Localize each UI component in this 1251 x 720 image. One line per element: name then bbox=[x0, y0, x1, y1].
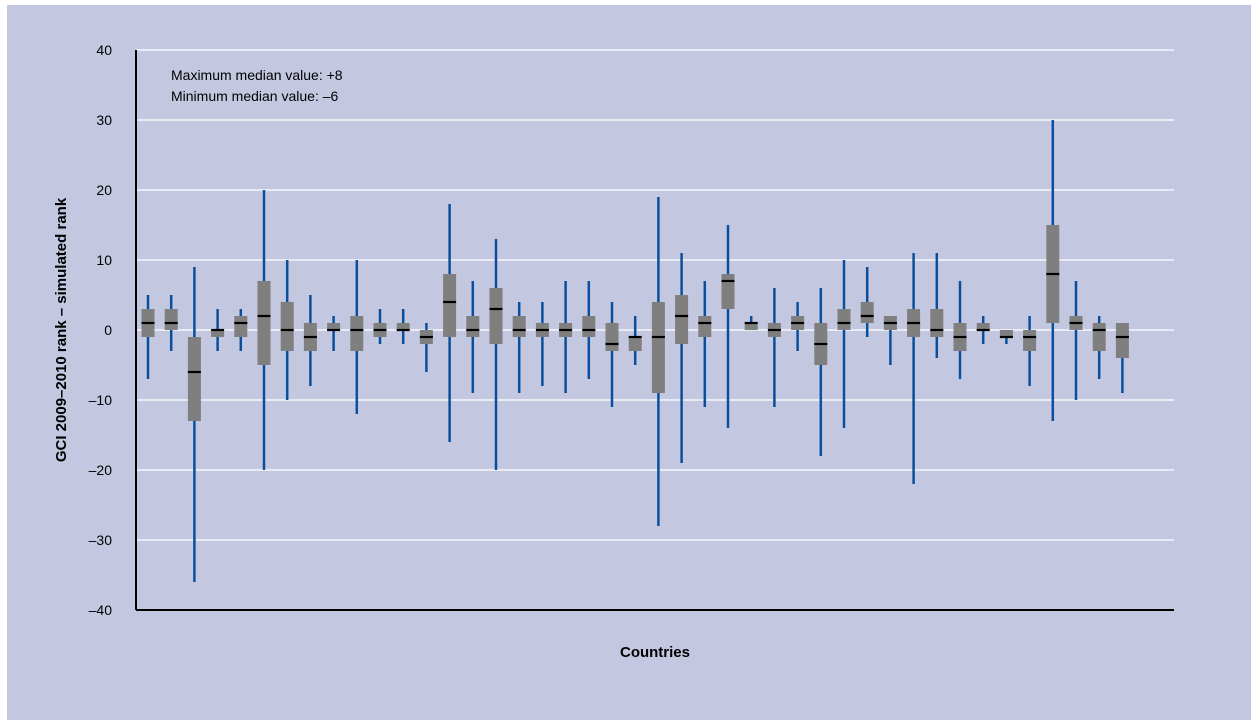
box-item bbox=[976, 316, 990, 344]
box-item bbox=[350, 260, 364, 414]
y-tick-label: –30 bbox=[89, 532, 113, 548]
box bbox=[211, 330, 225, 337]
box bbox=[675, 295, 689, 344]
y-tick-label: 0 bbox=[104, 322, 112, 338]
box-item bbox=[559, 281, 573, 393]
box bbox=[698, 316, 712, 337]
box-item bbox=[698, 281, 712, 407]
box-item bbox=[396, 309, 410, 344]
chart-panel: 40 30 20 10 0 –10 –20 –30 –40 GCI 2009–2010 rank… bbox=[7, 5, 1251, 720]
box-series bbox=[141, 120, 1129, 582]
box bbox=[976, 323, 990, 330]
box bbox=[1115, 323, 1129, 358]
box-item bbox=[767, 288, 781, 407]
y-axis-title: GCI 2009–2010 rank – simulated rank bbox=[53, 197, 70, 462]
box-item bbox=[582, 281, 596, 379]
box-item bbox=[373, 309, 387, 344]
box bbox=[512, 316, 526, 337]
box bbox=[930, 309, 944, 337]
box-item bbox=[1069, 281, 1083, 400]
y-tick-label: 10 bbox=[96, 252, 112, 268]
box bbox=[605, 323, 619, 351]
box bbox=[443, 274, 457, 337]
box-item bbox=[164, 295, 178, 351]
box-item bbox=[257, 190, 271, 470]
box-item bbox=[489, 239, 503, 470]
box-item bbox=[930, 253, 944, 358]
box bbox=[860, 302, 874, 323]
annotation-max-median: Maximum median value: +8 bbox=[171, 67, 343, 83]
y-tick-label: –10 bbox=[89, 392, 113, 408]
y-tick-labels: 40 30 20 10 0 –10 –20 –30 –40 bbox=[89, 42, 113, 618]
box-item bbox=[721, 225, 735, 428]
box-item bbox=[1046, 120, 1060, 421]
box-item bbox=[837, 260, 851, 428]
box-item bbox=[953, 281, 967, 379]
box-item bbox=[860, 267, 874, 337]
box-item bbox=[907, 253, 921, 484]
box-item bbox=[605, 302, 619, 407]
grid-lines bbox=[136, 49, 1174, 541]
box-item bbox=[675, 253, 689, 463]
boxplot-chart: 40 30 20 10 0 –10 –20 –30 –40 GCI 2009–2010 rank… bbox=[53, 42, 1174, 661]
box-item bbox=[303, 295, 317, 386]
box-item bbox=[443, 204, 457, 442]
box bbox=[721, 274, 735, 309]
box-item bbox=[280, 260, 294, 400]
box bbox=[651, 302, 665, 393]
box-item bbox=[1092, 316, 1106, 379]
box-item bbox=[327, 316, 341, 351]
y-tick-label: –20 bbox=[89, 462, 113, 478]
box-item bbox=[814, 288, 828, 456]
box bbox=[628, 337, 642, 351]
box-item bbox=[466, 281, 480, 393]
box bbox=[837, 309, 851, 330]
box-item bbox=[791, 302, 805, 351]
box-item bbox=[651, 197, 665, 526]
y-tick-label: 30 bbox=[96, 112, 112, 128]
box bbox=[350, 316, 364, 351]
box-item bbox=[883, 316, 897, 365]
y-tick-label: –40 bbox=[89, 602, 113, 618]
axes bbox=[135, 50, 1174, 611]
box bbox=[164, 309, 178, 330]
box-item bbox=[141, 295, 155, 379]
box-item bbox=[419, 323, 433, 372]
box bbox=[489, 288, 503, 344]
box-item bbox=[187, 267, 201, 582]
box bbox=[396, 323, 410, 330]
box-item bbox=[999, 330, 1013, 344]
box-item bbox=[628, 316, 642, 365]
box-item bbox=[512, 302, 526, 393]
annotation-min-median: Minimum median value: –6 bbox=[171, 88, 339, 104]
y-tick-label: 20 bbox=[96, 182, 112, 198]
box bbox=[327, 323, 341, 330]
box bbox=[466, 316, 480, 337]
box-item bbox=[535, 302, 549, 386]
box-item bbox=[234, 309, 248, 351]
box bbox=[280, 302, 294, 351]
box-item bbox=[744, 316, 758, 330]
box-item bbox=[1115, 323, 1129, 393]
box bbox=[257, 281, 271, 365]
box-item bbox=[211, 309, 225, 351]
box bbox=[187, 337, 201, 421]
box bbox=[234, 316, 248, 337]
box bbox=[1092, 323, 1106, 351]
box-item bbox=[1023, 316, 1037, 386]
box bbox=[999, 330, 1013, 337]
box bbox=[744, 323, 758, 330]
box bbox=[1023, 330, 1037, 351]
y-tick-label: 40 bbox=[96, 42, 112, 58]
box bbox=[582, 316, 596, 337]
x-axis-title: Countries bbox=[620, 644, 690, 661]
